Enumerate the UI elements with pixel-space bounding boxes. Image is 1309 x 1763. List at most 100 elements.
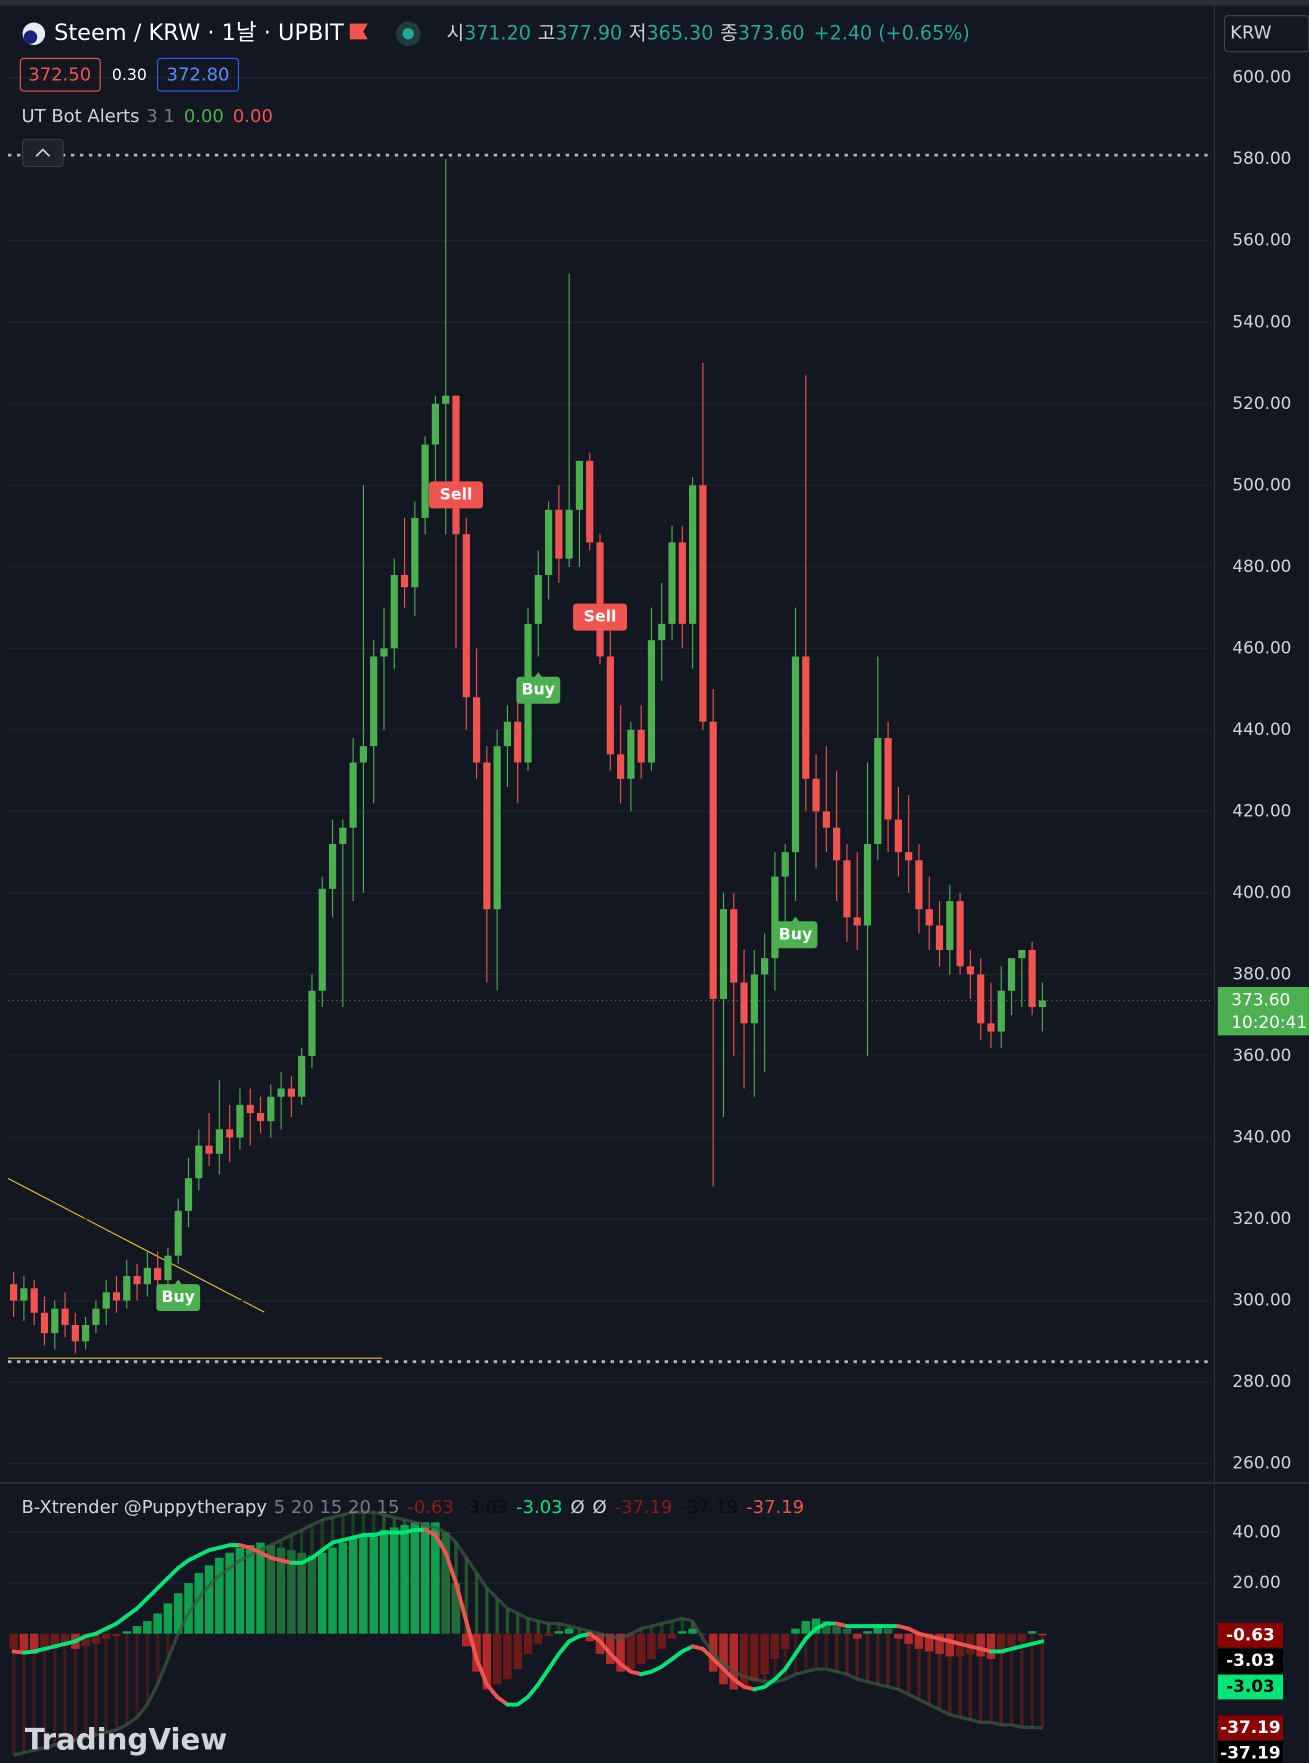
legend-value: Ø [593, 1497, 607, 1518]
legend-value: -37.19 [746, 1497, 804, 1518]
short-bar [688, 1628, 697, 1634]
short-bar [873, 1626, 883, 1634]
xtrender-legend: B-Xtrender @Puppytherapy 5 20 15 20 15 -0.… [21, 1497, 804, 1518]
signal-pointer [533, 672, 543, 678]
short-bar [616, 1633, 625, 1672]
short-bar [575, 1633, 584, 1635]
bid-box[interactable] [19, 57, 101, 92]
ask-box[interactable] [156, 57, 240, 92]
candle-body [462, 534, 470, 698]
candle-body [709, 721, 717, 999]
short-bar [40, 1633, 49, 1652]
signal-segment [309, 1548, 325, 1560]
candle-body [689, 485, 697, 624]
long-bar [63, 1633, 67, 1743]
signal-segment [608, 1651, 623, 1667]
short-bar [894, 1633, 903, 1639]
long-bar [42, 1633, 47, 1748]
spread: 0.30 [112, 65, 147, 84]
short-bar [184, 1583, 193, 1634]
axis-label: -3.03 [1226, 1676, 1275, 1696]
candle-body [102, 1292, 110, 1309]
short-bar [698, 1633, 708, 1635]
signal-segment [536, 1667, 551, 1687]
long-bar [104, 1633, 108, 1733]
signal-segment [155, 1576, 170, 1591]
candle-body [267, 1096, 275, 1122]
signal-segment [762, 1677, 777, 1689]
short-bar [750, 1633, 759, 1682]
candle-body [287, 1088, 295, 1097]
ohlc-label: 시 [446, 21, 464, 44]
y-tick-label: 340.00 [1232, 1126, 1291, 1146]
candle-body [328, 843, 337, 889]
candle-body [544, 509, 553, 575]
short-bar [297, 1552, 306, 1634]
header: Steem / KRW · 1날 · UPBIT 시371.20 고377.90 저… [19, 15, 1309, 1757]
ask[interactable]: 372.80 [167, 64, 230, 85]
candle-body [802, 656, 810, 779]
candle-body [833, 827, 841, 861]
short-bar [822, 1621, 831, 1634]
signal-segment [803, 1626, 819, 1641]
short-bar [317, 1552, 327, 1634]
signal-label: Buy [161, 1287, 194, 1306]
short-bar [1027, 1631, 1037, 1634]
short-bar [883, 1628, 893, 1634]
short-bar [369, 1532, 378, 1634]
candle-body [637, 729, 645, 763]
short-bar [996, 1633, 1006, 1654]
long-bar [11, 1633, 16, 1756]
y-tick-label: 440.00 [1232, 719, 1291, 739]
candle-body [390, 574, 398, 649]
collapse-icon[interactable] [35, 148, 51, 157]
candle-body [493, 746, 501, 910]
short-bar [606, 1633, 615, 1665]
short-bar [513, 1633, 522, 1670]
candle-body [812, 778, 820, 812]
bid[interactable]: 372.50 [28, 64, 91, 85]
xtrender-params: 5 20 15 20 15 [274, 1497, 400, 1518]
long-bar [1009, 1633, 1014, 1725]
candle-body [596, 542, 604, 657]
currency[interactable]: KRW [1230, 23, 1272, 44]
long-bar [145, 1633, 150, 1705]
short-bar [132, 1626, 142, 1634]
long-bar [906, 1633, 911, 1695]
signal-segment [443, 1550, 458, 1586]
long-bar [865, 1633, 870, 1682]
candle-body [123, 1276, 131, 1301]
candle-body [370, 656, 378, 747]
flag[interactable] [349, 23, 368, 40]
long-bar [495, 1598, 499, 1634]
short-bar [256, 1542, 265, 1634]
candle-body [246, 1104, 254, 1114]
legend-value: -37.19 [615, 1497, 673, 1518]
collapse-button[interactable] [22, 138, 64, 167]
short-bar [389, 1527, 399, 1634]
signal-box [516, 676, 561, 704]
signal-segment [145, 1586, 160, 1601]
candle-body [987, 1023, 995, 1032]
short-bar [204, 1565, 214, 1634]
signal-box [573, 603, 628, 631]
short-bar [173, 1593, 183, 1634]
candle-body [668, 542, 676, 624]
long-bar [516, 1613, 520, 1634]
candle-body [184, 1178, 193, 1211]
candle-body [946, 901, 954, 950]
candle-body [853, 917, 861, 926]
legend-values: -0.63 -3.03 -3.03 Ø Ø -37.19 -37.19 -37.19 [407, 1497, 804, 1518]
signal-segment [670, 1649, 685, 1661]
candle-body [863, 843, 872, 926]
long-bar [660, 1623, 664, 1634]
signal-segment [135, 1596, 150, 1611]
long-bar [855, 1633, 859, 1680]
long-bar [690, 1621, 695, 1634]
candle-body [349, 762, 357, 828]
y-tick-label: 580.00 [1232, 148, 1291, 168]
short-bar [780, 1633, 790, 1649]
signal-pointer [790, 916, 800, 923]
candle-body [627, 729, 635, 779]
long-bar [1040, 1633, 1045, 1728]
